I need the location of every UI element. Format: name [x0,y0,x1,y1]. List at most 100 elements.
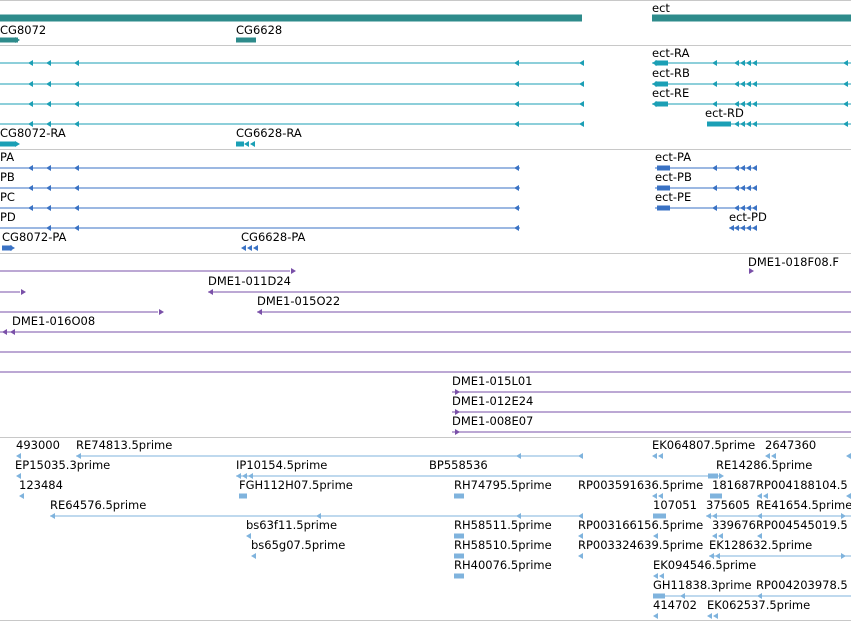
est-label[interactable]: 181687 [712,478,756,492]
strand-arrow [46,185,51,191]
strand-arrow [740,121,745,127]
strand-arrow [843,81,848,87]
protein-label[interactable]: CG8072-PA [2,230,67,244]
track-separator [0,253,851,254]
strand-arrow [10,329,15,335]
transcript-label[interactable]: ect-RD [705,106,744,120]
exon-block [708,473,718,479]
clone-label[interactable]: DME1-011D24 [208,274,291,288]
strand-arrow [316,513,321,519]
track-separator [0,0,851,1]
est-label[interactable]: bs65g07.5prime [251,538,346,552]
est-label[interactable]: GH11838.3prime [653,578,752,592]
clone-label[interactable]: DME1-018F08.F [748,255,839,269]
est-label[interactable]: EP15035.3prime [15,458,111,472]
strand-arrow [247,245,252,251]
est-label[interactable]: EK062537.5prime [707,598,811,612]
strand-arrow [16,473,21,479]
strand-arrow [15,141,20,147]
est-label[interactable]: RP003324639.5prime [578,538,704,552]
est-label[interactable]: RP003591636.5prime [578,478,704,492]
est-label[interactable]: RH40076.5prime [454,558,552,572]
protein-label[interactable]: ect-PE [655,190,692,204]
est-label[interactable]: RP003166156.5prime [578,518,704,532]
protein-label[interactable]: CG6628-PA [241,230,306,244]
est-label[interactable]: RP004203978.5 [756,578,848,592]
strand-arrow [578,453,583,459]
transcript-label[interactable]: CG8072-RA [0,126,66,140]
transcript-label[interactable]: CG6628-RA [236,126,302,140]
est-label[interactable]: IP10154.5prime [236,458,328,472]
clone-label[interactable]: DME1-015L01 [452,374,533,388]
est-label[interactable]: EK064807.5prime [652,438,756,452]
strand-arrow [746,205,751,211]
est-label[interactable]: RE41654.5prime [756,498,851,512]
strand-arrow [846,453,851,459]
strand-arrow [734,81,739,87]
est-label[interactable]: RE64576.5prime [50,498,147,512]
protein-label[interactable]: PC [0,190,15,204]
strand-arrow [740,165,745,171]
strand-arrow [74,101,79,107]
est-label[interactable]: FGH112H07.5prime [239,478,353,492]
strand-arrow [653,613,658,619]
est-label[interactable]: RH58511.5prime [454,518,552,532]
strand-arrow [514,60,519,66]
est-label[interactable]: 414702 [653,598,697,612]
strand-arrow [746,81,751,87]
strand-arrow [455,389,460,395]
strand-arrow [771,453,776,459]
est-label[interactable]: BP558536 [429,458,488,472]
transcript-label[interactable]: ect-RA [652,46,690,60]
strand-arrow [734,205,739,211]
strand-arrow [579,60,584,66]
strand-arrow [514,101,519,107]
transcript-label[interactable]: ect-RB [652,66,690,80]
est-label[interactable]: 107051 [653,498,697,512]
est-label[interactable]: bs63f11.5prime [246,518,338,532]
est-label[interactable]: RE74813.5prime [76,438,173,452]
gene-label-ect[interactable]: ect [652,1,670,15]
strand-arrow [740,205,745,211]
strand-arrow [28,121,33,127]
est-label[interactable]: 493000 [16,438,60,452]
strand-arrow [250,141,255,147]
strand-arrow [514,225,519,231]
protein-label[interactable]: ect-PA [655,150,692,164]
strand-arrow [251,553,256,559]
strand-arrow [514,205,519,211]
est-label[interactable]: RP004545019.5 [756,518,848,532]
strand-arrow [734,165,739,171]
strand-arrow [19,493,24,499]
clone-label[interactable]: DME1-012E24 [452,394,534,408]
est-label[interactable]: EK128632.5prime [709,538,813,552]
gene-label-cg6628[interactable]: CG6628 [236,23,283,37]
est-label[interactable]: RE14286.5prime [716,458,813,472]
clone-label[interactable]: DME1-015O22 [257,294,341,308]
strand-arrow [2,329,7,335]
strand-arrow [257,309,262,315]
protein-label[interactable]: ect-PD [729,210,767,224]
est-label[interactable]: EK094546.5prime [653,558,757,572]
transcript-label[interactable]: ect-RE [652,86,690,100]
protein-label[interactable]: PA [0,150,15,164]
est-label[interactable]: 375605 [706,498,750,512]
clone-label[interactable]: DME1-008E07 [452,414,534,428]
strand-arrow [712,165,717,171]
exon-block [0,14,582,22]
est-label[interactable]: RH58510.5prime [454,538,552,552]
est-label[interactable]: 2647360 [765,438,817,452]
protein-label[interactable]: ect-PB [655,170,692,184]
est-label[interactable]: RP004188104.5 [756,478,848,492]
est-label[interactable]: RH74795.5prime [454,478,552,492]
strand-arrow [578,513,583,519]
strand-arrow [50,513,55,519]
protein-label[interactable]: PD [0,210,16,224]
est-label[interactable]: 123484 [19,478,63,492]
strand-arrow [46,165,51,171]
strand-arrow [752,60,757,66]
protein-label[interactable]: PB [0,170,15,184]
gene-label-cg8072[interactable]: CG8072 [0,23,47,37]
est-label[interactable]: 339676 [712,518,756,532]
clone-label[interactable]: DME1-016O08 [12,314,96,328]
